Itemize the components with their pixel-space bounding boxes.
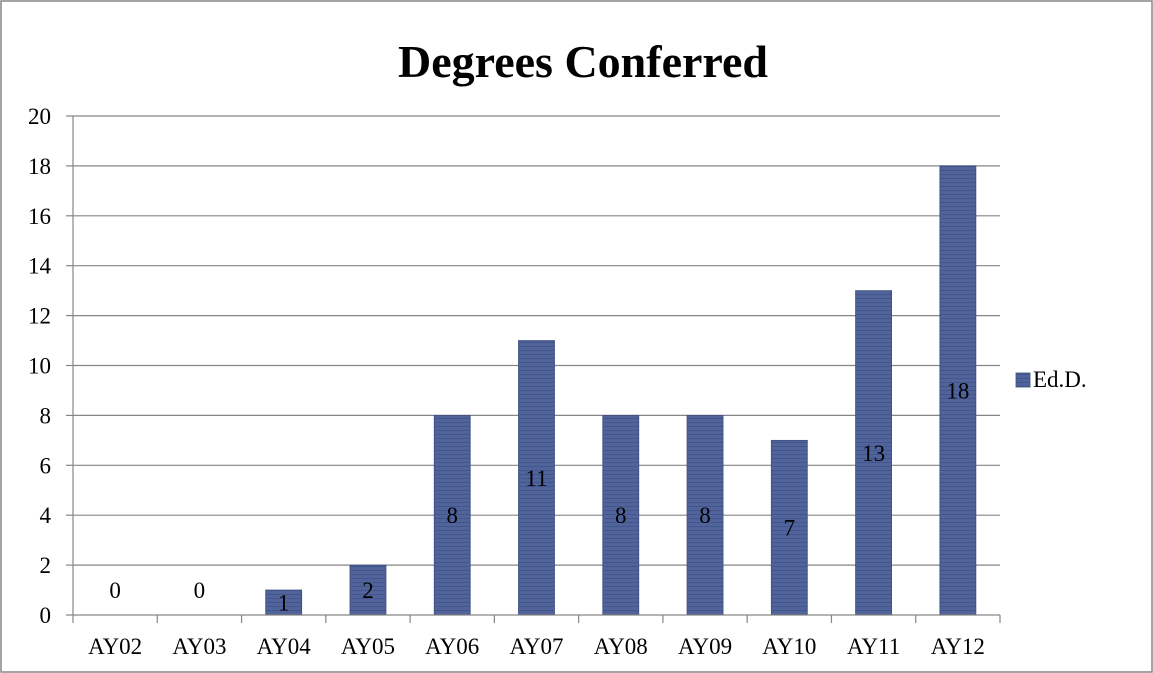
- bar: [433, 414, 471, 616]
- bar: [265, 589, 303, 616]
- data-labels: 0 0 1 2 8 11 8 8 7 13 18: [109, 378, 969, 615]
- x-tick-label: AY07: [509, 634, 563, 659]
- y-tick-label: 18: [28, 154, 51, 179]
- bars: [265, 165, 977, 616]
- y-tick-label: 20: [28, 104, 51, 129]
- data-label: 8: [615, 503, 627, 528]
- y-tick-label: 16: [28, 204, 51, 229]
- x-tick-label: AY11: [847, 634, 900, 659]
- bar: [770, 439, 808, 616]
- bar: [349, 564, 387, 616]
- bar: [855, 290, 892, 616]
- data-label: 0: [194, 578, 206, 603]
- data-label: 8: [699, 503, 711, 528]
- x-tick-label: AY04: [257, 634, 312, 659]
- bar: [686, 414, 724, 616]
- y-tick-label: 14: [28, 254, 52, 279]
- y-tick-label: 8: [40, 403, 52, 428]
- data-label: 8: [446, 503, 458, 528]
- y-tick-label: 12: [28, 304, 51, 329]
- x-axis: AY02 AY03 AY04 AY05 AY06 AY07 AY08 AY09 AY10 AY11…: [72, 614, 1001, 659]
- bar: [602, 414, 640, 616]
- x-tick-label: AY09: [678, 634, 732, 659]
- y-axis: 0 2 4 6 8 10 12 14 16 18 20: [28, 104, 74, 628]
- legend-label: Ed.D.: [1033, 367, 1087, 392]
- y-tick-label: 6: [40, 453, 52, 478]
- data-label: 0: [109, 578, 121, 603]
- legend: Ed.D.: [1015, 367, 1087, 392]
- y-tick-label: 0: [40, 603, 52, 628]
- legend-swatch: [1015, 372, 1031, 388]
- y-tick-label: 2: [40, 553, 52, 578]
- data-label: 13: [862, 441, 885, 466]
- data-label: 11: [525, 466, 547, 491]
- x-tick-label: AY10: [762, 634, 816, 659]
- x-tick-label: AY02: [88, 634, 142, 659]
- y-tick-label: 4: [40, 503, 52, 528]
- y-tick-label: 10: [28, 354, 51, 379]
- x-tick-label: AY12: [931, 634, 985, 659]
- x-tick-label: AY03: [172, 634, 226, 659]
- data-label: 2: [362, 578, 374, 603]
- bar: [518, 340, 555, 616]
- data-label: 18: [946, 378, 969, 403]
- chart-title: Degrees Conferred: [398, 36, 768, 87]
- x-tick-label: AY08: [594, 634, 648, 659]
- bar: [939, 165, 977, 616]
- x-tick-label: AY06: [425, 634, 479, 659]
- x-tick-label: AY05: [341, 634, 395, 659]
- data-label: 1: [278, 591, 290, 616]
- data-label: 7: [784, 516, 796, 541]
